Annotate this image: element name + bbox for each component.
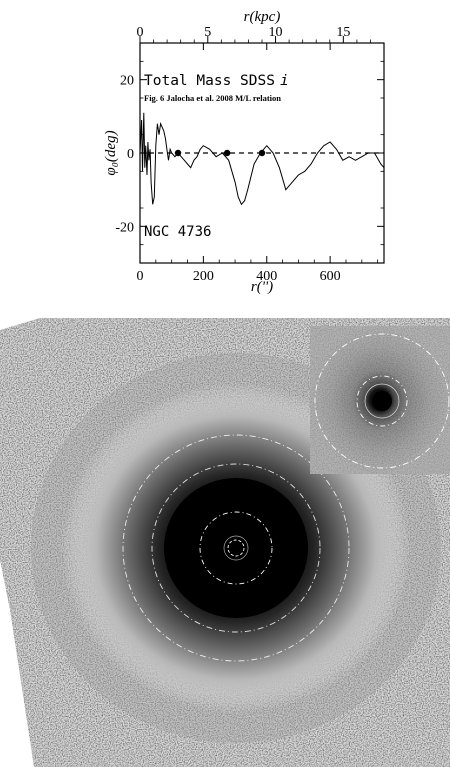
x-axis-label: r('') [251, 279, 273, 295]
top-axis-label: r(kpc) [244, 9, 281, 25]
corotation-circle-middle [151, 463, 321, 633]
plot-subtitle: Fig. 6 Jalocha et al. 2008 M/L relation [144, 93, 281, 103]
corotation-circle-core [227, 539, 245, 557]
y-tick-label: 20 [120, 74, 134, 89]
corotation-marker [223, 149, 231, 157]
plot-title: Total Mass SDSS i [144, 73, 289, 89]
left-axis: -20 0 20 [115, 60, 384, 246]
y-tick-label: 0 [127, 147, 134, 162]
top-tick-label: 15 [336, 25, 350, 40]
top-tick-label: 0 [137, 25, 144, 40]
inset-image [310, 326, 450, 474]
plot-title-main: Total Mass SDSS [144, 73, 275, 89]
x-tick-label: 0 [137, 269, 144, 284]
corotation-circle-outer [122, 434, 350, 662]
corotation-circle-inner [199, 511, 273, 585]
inset-circle-outer [314, 333, 450, 469]
top-tick-label: 10 [269, 25, 283, 40]
corotation-markers [174, 149, 266, 157]
top-tick-label: 5 [204, 25, 211, 40]
top-axis: 0 5 10 15 [137, 25, 371, 43]
x-tick-label: 400 [256, 269, 277, 284]
galaxy-label: NGC 4736 [144, 224, 211, 240]
galaxy-dark-ring [164, 478, 308, 618]
inset-circle-mid [364, 383, 400, 419]
y-tick-label: -20 [115, 220, 134, 235]
plot-title-band: i [280, 73, 289, 89]
inset-circle-inner [356, 375, 408, 427]
corotation-marker [258, 149, 266, 157]
phase-curve-line [139, 112, 385, 206]
galaxy-image-panel [0, 318, 450, 767]
core-ring [223, 535, 249, 561]
y-axis-label: φ₀(deg) [103, 130, 119, 175]
corotation-marker [174, 149, 182, 157]
x-tick-label: 600 [320, 269, 341, 284]
inset-core [372, 391, 392, 411]
phase-plot: 0 200 400 600 0 5 10 15 -20 0 20 r(kpc) r('') φ₀… [103, 9, 385, 295]
bottom-axis: 0 200 400 600 [137, 43, 379, 284]
x-tick-label: 200 [193, 269, 214, 284]
